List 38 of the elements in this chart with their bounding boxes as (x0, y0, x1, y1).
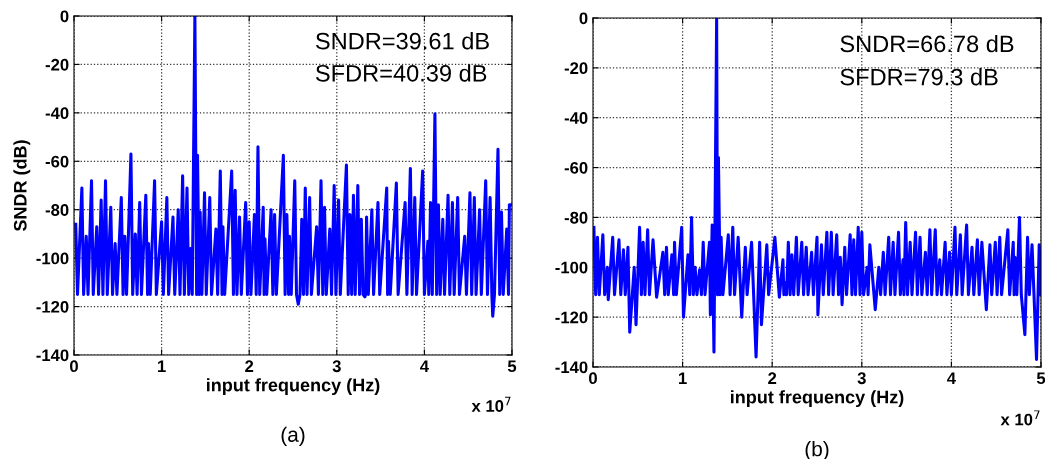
y-tick-label: -60 (564, 161, 588, 174)
y-tick-label: 0 (60, 10, 69, 23)
y-tick-label: -20 (45, 58, 69, 71)
y-tick-label: -120 (555, 311, 588, 324)
x-tick-label: 0 (70, 360, 78, 373)
y-tick-label: -100 (555, 261, 588, 274)
x-tick-label: 4 (420, 360, 429, 372)
y-tick-label: -80 (45, 204, 69, 216)
x-tick-label: 5 (507, 360, 517, 373)
y-tick-label: -140 (36, 349, 69, 362)
text: x 10$^{7}$ (1000, 410, 1040, 426)
text: x 10$^{7}$ (471, 396, 511, 412)
y-tick-label: 0 (579, 12, 588, 25)
annotation: SNDR=39.61 dB (315, 32, 489, 50)
y-tick-label: -40 (564, 112, 588, 124)
x-tick-label: 0 (589, 372, 597, 385)
x-tick-label: 1 (679, 372, 687, 384)
y-axis-title: SNDR (dB) (13, 140, 31, 232)
x-tick-label: 2 (245, 360, 254, 372)
x-tick-label: 5 (1036, 372, 1045, 385)
x-tick-label: 3 (857, 372, 866, 385)
annotation: SNDR=66.78 dB (840, 34, 1014, 53)
y-tick-label: -20 (564, 62, 588, 75)
x-axis-title: input frequency (Hz) (731, 390, 904, 408)
annotation: SFDR=40.39 dB (315, 64, 487, 82)
y-tick-label: -80 (564, 211, 588, 224)
y-tick-label: -60 (45, 155, 69, 168)
text: (a) (281, 426, 305, 447)
y-tick-label: -40 (45, 107, 69, 120)
x-axis-title: input frequency (Hz) (207, 378, 380, 396)
annotation: SFDR=79.3 dB (840, 68, 998, 86)
x-tick-label: 4 (947, 372, 956, 384)
x-tick-label: 1 (158, 360, 166, 372)
x-tick-label: 2 (768, 372, 777, 384)
y-tick-label: -120 (36, 300, 69, 313)
x-tick-label: 3 (332, 360, 341, 373)
y-tick-label: -140 (555, 361, 588, 374)
y-tick-label: -100 (36, 252, 69, 265)
